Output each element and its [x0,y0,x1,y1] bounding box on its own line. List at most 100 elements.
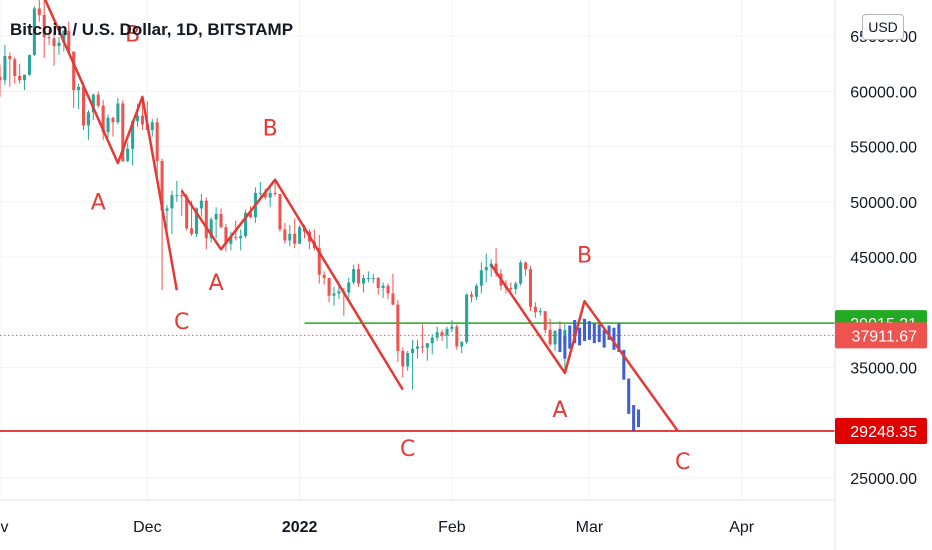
candle-body [13,59,17,76]
candle-body [67,30,71,52]
candle [298,224,302,244]
wave-1 [43,0,179,291]
candle [258,181,262,198]
currency-button[interactable]: USD [862,14,904,40]
candle [415,339,420,359]
candle [435,326,439,341]
wave-label-b: B [577,244,592,269]
candle-body [239,236,243,239]
wave-2 [180,178,404,391]
candle [32,6,36,56]
candle-body [111,117,115,123]
x-tick-label: Dec [133,519,161,536]
candle-body [298,227,302,244]
candle [465,293,469,345]
price-scale-bg [835,0,932,550]
candle-body [126,148,130,161]
x-tick-label: Apr [729,519,755,536]
candle [474,283,478,301]
forecast-bar [582,318,587,341]
y-tick-label: 50000.00 [850,195,917,212]
candle-body [32,8,36,55]
candle-body [3,55,7,81]
candle-body [101,105,105,133]
candle [347,278,351,298]
chart-title: Bitcoin / U.S. Dollar, 1D, BITSTAMP [10,20,294,39]
x-tick-label: ov [0,519,8,536]
forecast-bar [558,328,562,353]
candle-body [96,94,100,106]
forecast-bar [602,329,606,348]
candle [420,324,424,354]
candle-body [52,38,56,47]
candle-body [332,293,336,296]
candle-body [533,306,537,313]
candle-body [116,103,120,123]
candle [450,319,454,333]
candle-body [553,331,557,345]
candle-body [440,332,444,336]
candle-body [524,262,528,270]
candle [155,117,159,180]
candle [366,271,370,283]
candle-body [263,192,267,198]
candle-body [420,346,424,348]
candle-body [194,208,198,234]
y-tick-label: 25000.00 [850,471,917,488]
candle-body [229,237,233,244]
candle [533,302,537,318]
forecast-bar [627,378,631,414]
candle-body [519,262,523,284]
candle [96,91,100,108]
candle [514,281,518,295]
candle-body [401,350,405,367]
candle-body [435,332,439,338]
candle [140,100,144,130]
candle-body [425,343,429,348]
candle [548,318,552,347]
candle-body [357,269,361,284]
candle-body [288,233,292,241]
forecast-bar [592,323,596,344]
candle [42,0,46,59]
candle-body [538,311,542,313]
candle-body [283,229,287,241]
candle-body [415,346,420,349]
candle [27,54,31,76]
candle-body [406,353,410,367]
wave-label-a: A [91,191,106,216]
candle [479,262,483,294]
current-price-label: 37911.67 [835,322,927,349]
candle-body [465,294,469,343]
candle-body [160,160,164,211]
candle [381,282,385,298]
candle-body [494,263,498,274]
wave-3 [490,264,679,432]
wave-label-a: A [552,398,567,423]
candle [278,194,282,232]
candle-body [209,219,213,239]
candle-body [8,55,12,60]
candle [86,110,90,140]
candle [13,57,17,84]
candle [214,207,218,239]
candle-body [244,212,248,237]
candle [484,253,488,283]
candle-body [185,196,189,229]
candle [52,31,56,66]
candle-body [352,269,356,283]
candle-body [86,112,90,126]
candle [47,29,51,45]
candle-body [62,30,66,43]
candle-body [258,192,262,194]
wave-label-b: B [263,117,278,142]
candle [332,286,336,306]
wave-label-b: B [125,23,140,48]
candle-body [460,342,464,347]
candle-body [18,75,22,81]
y-tick-label: 60000.00 [850,84,917,101]
candle-body [204,200,208,239]
candle-body [175,195,179,197]
